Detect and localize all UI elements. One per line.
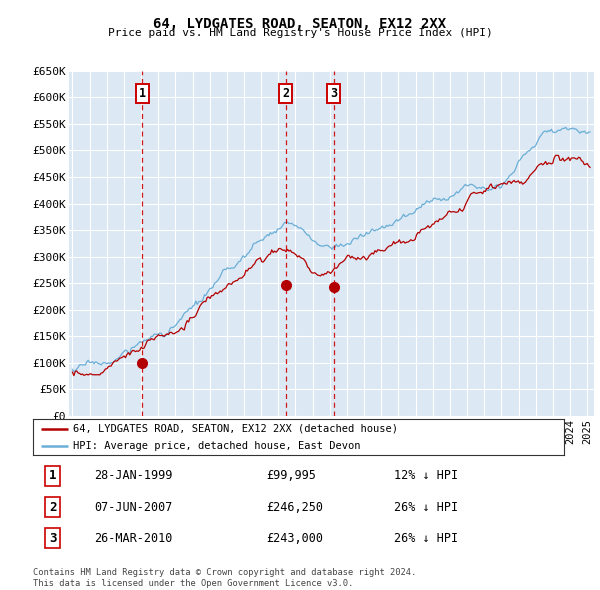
Text: 07-JUN-2007: 07-JUN-2007	[94, 500, 172, 514]
Text: 64, LYDGATES ROAD, SEATON, EX12 2XX (detached house): 64, LYDGATES ROAD, SEATON, EX12 2XX (det…	[73, 424, 398, 434]
Text: 12% ↓ HPI: 12% ↓ HPI	[394, 470, 458, 483]
Text: 26% ↓ HPI: 26% ↓ HPI	[394, 500, 458, 514]
Text: Contains HM Land Registry data © Crown copyright and database right 2024.: Contains HM Land Registry data © Crown c…	[33, 568, 416, 576]
Text: 26% ↓ HPI: 26% ↓ HPI	[394, 532, 458, 545]
Text: HPI: Average price, detached house, East Devon: HPI: Average price, detached house, East…	[73, 441, 361, 451]
Text: 3: 3	[49, 532, 56, 545]
Text: 2: 2	[49, 500, 56, 514]
Text: 64, LYDGATES ROAD, SEATON, EX12 2XX: 64, LYDGATES ROAD, SEATON, EX12 2XX	[154, 17, 446, 31]
Text: Price paid vs. HM Land Registry's House Price Index (HPI): Price paid vs. HM Land Registry's House …	[107, 28, 493, 38]
Text: 3: 3	[330, 87, 337, 100]
Text: £243,000: £243,000	[266, 532, 323, 545]
Text: £99,995: £99,995	[266, 470, 317, 483]
Text: 1: 1	[49, 470, 56, 483]
Text: 26-MAR-2010: 26-MAR-2010	[94, 532, 172, 545]
Text: 28-JAN-1999: 28-JAN-1999	[94, 470, 172, 483]
Text: This data is licensed under the Open Government Licence v3.0.: This data is licensed under the Open Gov…	[33, 579, 353, 588]
Text: 1: 1	[139, 87, 146, 100]
Text: £246,250: £246,250	[266, 500, 323, 514]
Text: 2: 2	[283, 87, 289, 100]
